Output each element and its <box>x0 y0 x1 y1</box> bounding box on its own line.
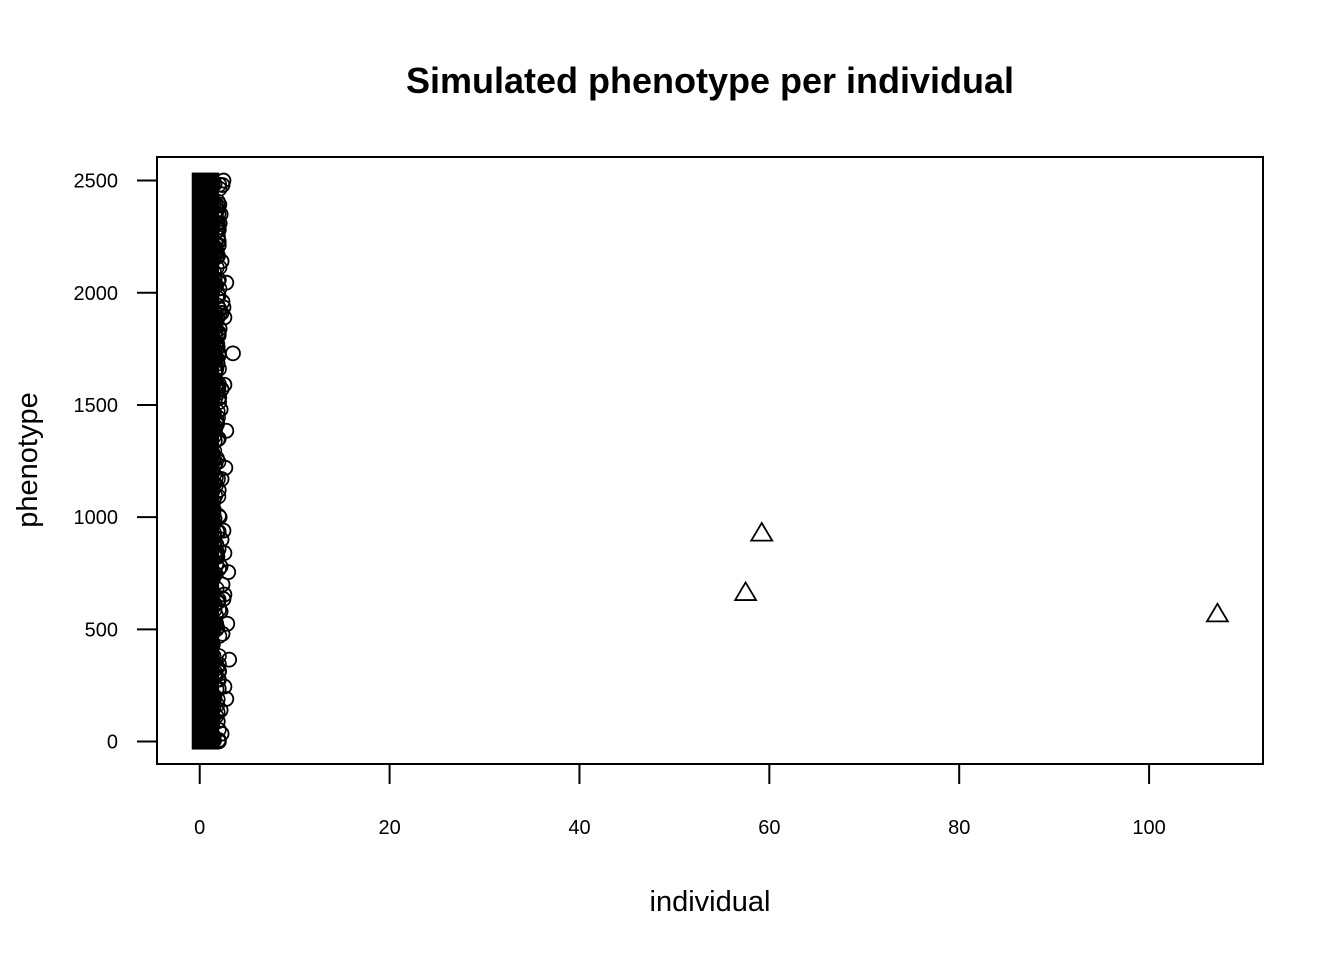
y-tick-label: 2500 <box>74 171 119 193</box>
data-point-circle <box>225 345 241 362</box>
data-point-circle <box>209 339 226 355</box>
data-point-circle <box>215 591 232 607</box>
data-point-circle <box>206 277 222 293</box>
data-point-circle <box>213 471 230 487</box>
y-tick-label: 2000 <box>74 283 119 305</box>
data-point-circle <box>221 651 238 668</box>
chart-title: Simulated phenotype per individual <box>406 60 1014 101</box>
y-tick-label: 500 <box>85 619 118 641</box>
x-tick-label: 80 <box>948 817 970 839</box>
x-tick-label: 100 <box>1132 817 1165 839</box>
data-point-circle <box>219 615 236 632</box>
y-axis-label: phenotype <box>12 392 44 527</box>
data-point-circle <box>205 176 221 193</box>
dense-point-column <box>191 172 228 750</box>
data-point-circle <box>206 732 222 749</box>
data-point-circle <box>204 635 220 652</box>
data-point-triangle <box>733 580 758 601</box>
x-tick-label: 60 <box>758 817 780 839</box>
data-point-triangle <box>749 521 774 542</box>
data-point-circle <box>204 413 221 429</box>
data-point-circle <box>213 381 230 398</box>
data-point-circle <box>203 663 220 679</box>
data-point-circle <box>212 603 229 620</box>
data-point-circle <box>208 243 225 259</box>
data-point-circle <box>213 253 230 270</box>
data-point-circle <box>203 286 220 303</box>
data-point-circle <box>210 664 227 680</box>
data-point-circle <box>203 646 220 663</box>
data-point-circle <box>210 233 227 250</box>
data-point-circle <box>204 616 220 633</box>
plot-area-frame <box>156 156 1264 765</box>
data-point-circle <box>210 347 227 364</box>
y-tick-label: 1500 <box>74 395 119 417</box>
data-point-circle <box>211 320 228 337</box>
data-point-circle <box>218 274 235 291</box>
data-point-circle <box>214 625 231 642</box>
data-point-circle <box>210 482 227 499</box>
data-point-circle <box>212 206 229 223</box>
data-point-circle <box>204 510 220 526</box>
data-point-circle <box>214 293 231 310</box>
data-point-circle <box>217 459 234 476</box>
x-tick-label: 20 <box>378 817 400 839</box>
data-point-circle <box>207 275 223 292</box>
data-point-circle <box>214 177 231 193</box>
y-tick-label: 1000 <box>74 507 119 529</box>
data-point-circle <box>211 215 228 232</box>
data-point-circle <box>210 430 227 447</box>
data-point-circle <box>210 680 227 697</box>
data-point-circle <box>210 390 227 407</box>
data-point-triangle <box>1205 602 1230 623</box>
data-point-circle <box>212 401 229 418</box>
x-tick-label: 40 <box>568 817 590 839</box>
y-axis: 0 500 1000 1500 2000 2500 <box>74 171 158 754</box>
data-point-circle <box>206 654 222 670</box>
data-points <box>205 172 1230 749</box>
data-point-circle <box>207 421 224 438</box>
x-tick-label: 0 <box>194 817 205 839</box>
data-point-circle <box>215 522 232 539</box>
x-axis-label: individual <box>650 886 771 918</box>
y-tick-label: 0 <box>107 732 118 754</box>
data-point-circle <box>206 334 222 350</box>
x-axis: 0 20 40 60 80 100 <box>194 763 1166 839</box>
data-point-circle <box>206 535 222 551</box>
data-point-circle <box>212 702 229 719</box>
